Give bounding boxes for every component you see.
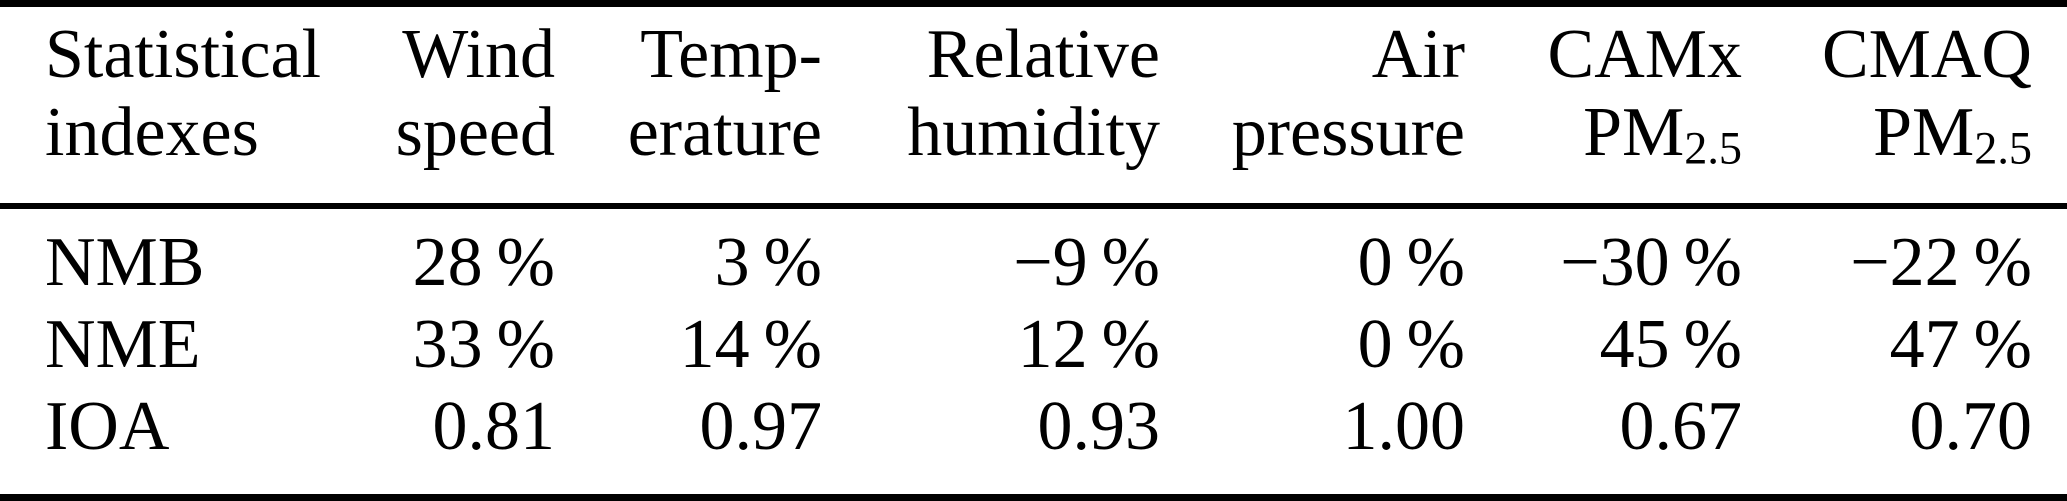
table-cell: 0.81 bbox=[432, 388, 556, 465]
table-cell: 0.97 bbox=[699, 388, 823, 465]
header-line: Relative bbox=[926, 16, 1160, 93]
row-label-ioa: IOA bbox=[45, 388, 170, 465]
header-row: Statistical indexes Wind speed Temp- era… bbox=[0, 0, 2067, 222]
table-top-rule bbox=[0, 0, 2067, 7]
table-row-nme: NME 33 % 14 % 12 % 0 % 45 % 47 % bbox=[0, 304, 2067, 386]
col-header-camx-pm25: CAMx PM2.5 bbox=[1465, 0, 1742, 222]
col-header-air-pressure: Air pressure bbox=[1160, 0, 1465, 222]
col-header-cmaq-pm25: CMAQ PM2.5 bbox=[1742, 0, 2067, 222]
header-line: humidity bbox=[907, 94, 1160, 171]
pm-subscript: 2.5 bbox=[1684, 122, 1742, 174]
header-line: indexes bbox=[45, 94, 259, 171]
table-cell: 45 % bbox=[1599, 306, 1742, 383]
row-label-nmb: NMB bbox=[45, 224, 205, 301]
row-label-nme: NME bbox=[45, 306, 201, 383]
table-cell: 12 % bbox=[1017, 306, 1160, 383]
table-cell: −9 % bbox=[1013, 224, 1160, 301]
table-cell: 14 % bbox=[679, 306, 822, 383]
col-header-relative-humidity: Relative humidity bbox=[822, 0, 1160, 222]
table-cell: 0 % bbox=[1357, 306, 1465, 383]
table-row-nmb: NMB 28 % 3 % −9 % 0 % −30 % −22 % bbox=[0, 222, 2067, 304]
table-cell: 0.70 bbox=[1909, 388, 2033, 465]
table-cell: 0.93 bbox=[1037, 388, 1161, 465]
pm-label: PM bbox=[1583, 94, 1685, 171]
table-cell: −22 % bbox=[1850, 224, 2032, 301]
header-line: erature bbox=[627, 94, 822, 171]
header-line: Statistical bbox=[45, 16, 322, 93]
table-cell: 1.00 bbox=[1342, 388, 1466, 465]
col-header-temperature: Temp- erature bbox=[555, 0, 822, 222]
pm-label: PM bbox=[1873, 94, 1975, 171]
table-cell: 28 % bbox=[412, 224, 555, 301]
table-cell: 33 % bbox=[412, 306, 555, 383]
header-line: Air bbox=[1371, 16, 1465, 93]
table-row-ioa: IOA 0.81 0.97 0.93 1.00 0.67 0.70 bbox=[0, 386, 2067, 468]
table-header-rule bbox=[0, 203, 2067, 209]
header-line: CMAQ bbox=[1821, 16, 2032, 93]
statistics-table: Statistical indexes Wind speed Temp- era… bbox=[0, 0, 2067, 468]
table-cell: −30 % bbox=[1560, 224, 1742, 301]
table-bottom-rule bbox=[0, 494, 2067, 501]
col-header-statistical-indexes: Statistical indexes bbox=[0, 0, 365, 222]
table-cell: 0 % bbox=[1357, 224, 1465, 301]
header-line: pressure bbox=[1231, 94, 1465, 171]
table-cell: 47 % bbox=[1889, 306, 2032, 383]
col-header-wind-speed: Wind speed bbox=[365, 0, 555, 222]
header-line: CAMx bbox=[1547, 16, 1742, 93]
header-line: PM2.5 bbox=[1465, 94, 1742, 172]
header-line: Temp- bbox=[640, 16, 822, 93]
table-cell: 3 % bbox=[714, 224, 822, 301]
header-line: speed bbox=[395, 94, 555, 171]
header-line: PM2.5 bbox=[1742, 94, 2032, 172]
table-cell: 0.67 bbox=[1619, 388, 1743, 465]
pm-subscript: 2.5 bbox=[1974, 122, 2032, 174]
header-line: Wind bbox=[402, 16, 555, 93]
